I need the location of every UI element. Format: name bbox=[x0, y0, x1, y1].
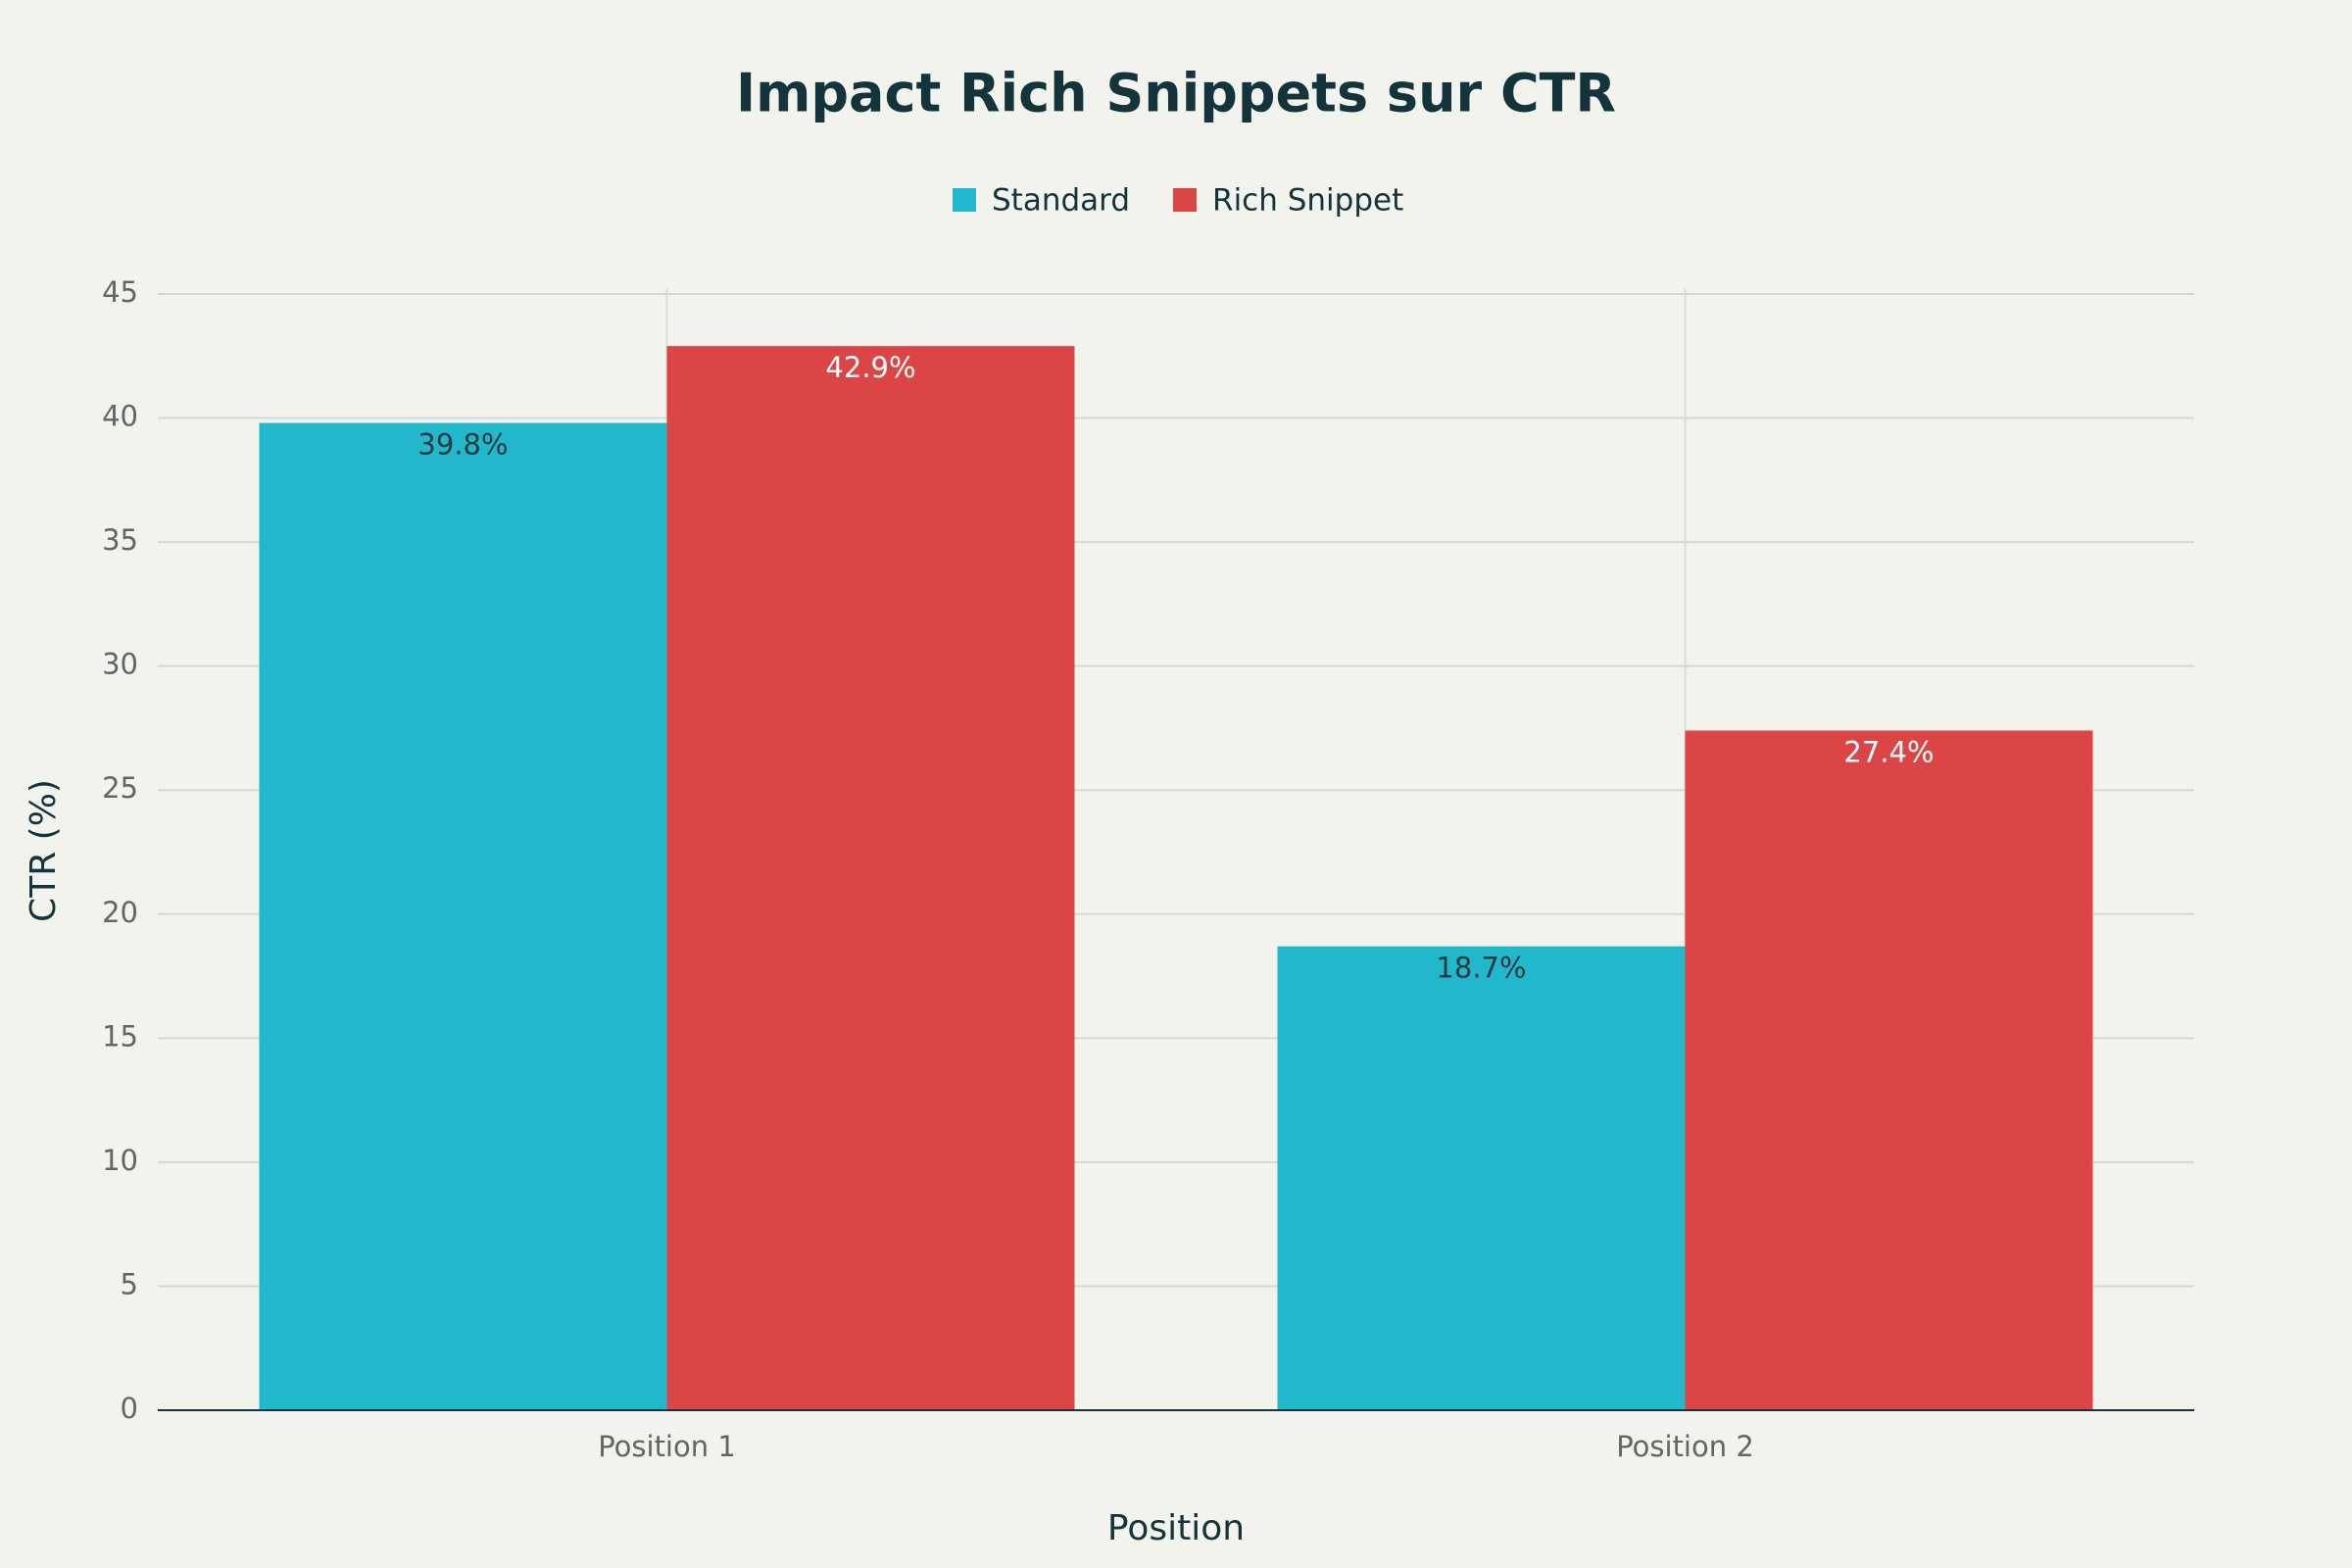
legend-label: Rich Snippet bbox=[1212, 183, 1403, 219]
y-tick-label: 25 bbox=[102, 771, 138, 805]
bar bbox=[666, 346, 1075, 1410]
x-tick-label: Position 2 bbox=[1616, 1430, 1754, 1463]
y-tick-label: 15 bbox=[102, 1019, 138, 1053]
chart-title: Impact Rich Snippets sur CTR bbox=[736, 63, 1616, 124]
y-tick-label: 40 bbox=[102, 400, 138, 433]
bar bbox=[1685, 730, 2093, 1410]
x-tick-label: Position 1 bbox=[598, 1430, 736, 1463]
bar bbox=[259, 422, 667, 1410]
legend-label: Standard bbox=[992, 183, 1130, 219]
y-tick-label: 20 bbox=[102, 896, 138, 929]
y-tick-label: 0 bbox=[121, 1392, 138, 1425]
value-label: 27.4% bbox=[1843, 735, 1934, 768]
y-tick-label: 30 bbox=[102, 648, 138, 681]
legend-swatch bbox=[953, 188, 976, 212]
bar bbox=[1277, 946, 1686, 1410]
legend-swatch bbox=[1173, 188, 1198, 212]
y-tick-label: 45 bbox=[102, 275, 138, 309]
y-tick-label: 35 bbox=[102, 523, 138, 557]
value-label: 42.9% bbox=[825, 351, 915, 384]
y-tick-label: 10 bbox=[102, 1144, 138, 1177]
value-label: 18.7% bbox=[1436, 952, 1526, 985]
value-label: 39.8% bbox=[417, 428, 508, 462]
y-tick-label: 5 bbox=[121, 1267, 138, 1300]
y-axis-title: CTR (%) bbox=[24, 779, 64, 922]
x-axis-title: Position bbox=[1107, 1508, 1245, 1548]
